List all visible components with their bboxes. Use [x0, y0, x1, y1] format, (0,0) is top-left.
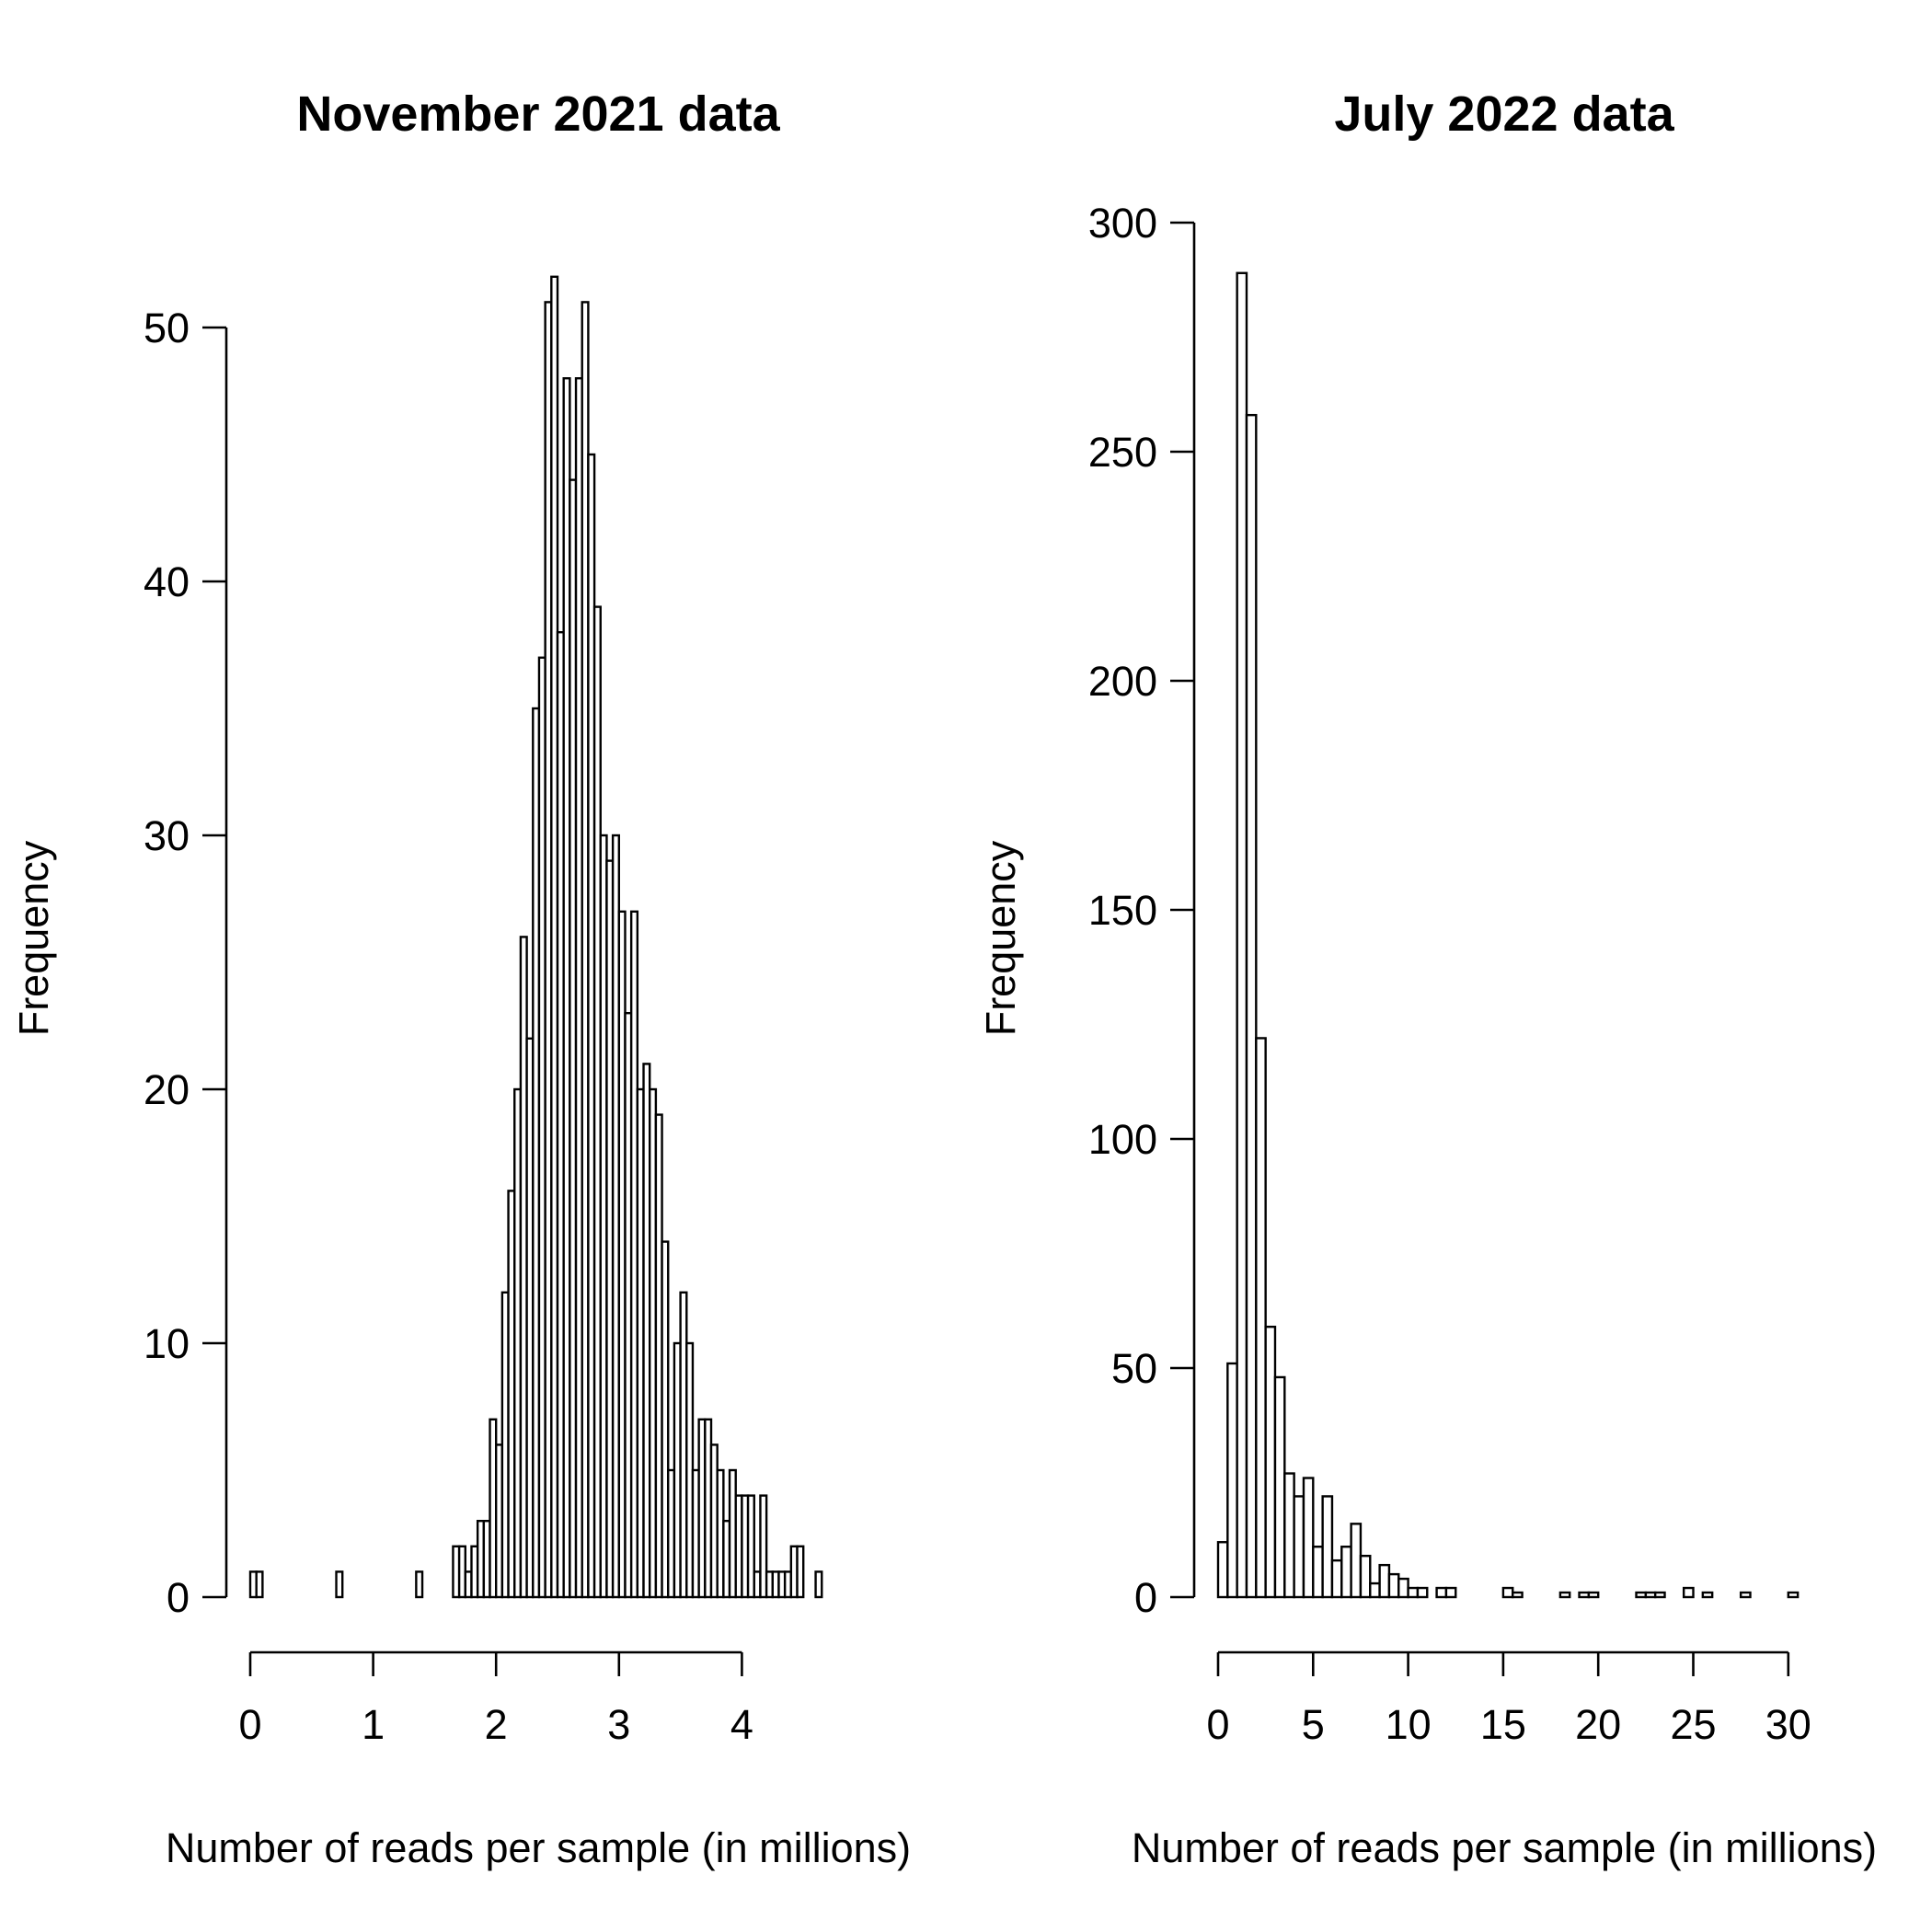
y-tick-label: 50	[144, 305, 190, 351]
histogram-bar	[255, 1570, 264, 1599]
histogram-bar	[1321, 1495, 1334, 1599]
bars	[1216, 271, 1800, 1599]
histogram-bar	[1378, 1563, 1391, 1599]
y-tick-label: 40	[144, 558, 190, 605]
histogram-bar	[1359, 1554, 1372, 1599]
x-tick-label: 10	[1386, 1701, 1432, 1748]
histogram-bar	[1397, 1577, 1409, 1599]
y-tick-label: 10	[144, 1320, 190, 1367]
histogram-november-2021: November 2021 data Frequency Number of r…	[10, 86, 911, 1871]
histogram-bar	[1416, 1586, 1429, 1599]
histogram-bar	[1501, 1586, 1514, 1599]
y-tick-label: 200	[1088, 658, 1157, 705]
histogram-bar	[1293, 1495, 1305, 1599]
histogram-bar	[1635, 1591, 1648, 1599]
histogram-bar	[1255, 1037, 1267, 1599]
x-axis: 0 1 2 3 4	[238, 1650, 753, 1748]
x-tick-label: 25	[1670, 1701, 1716, 1748]
y-tick-label: 100	[1088, 1116, 1157, 1163]
histogram-bar	[335, 1570, 344, 1599]
histogram-bar	[1682, 1586, 1695, 1599]
histogram-bar	[1369, 1581, 1381, 1599]
histogram-bar	[1512, 1591, 1524, 1599]
x-tick-label: 15	[1480, 1701, 1526, 1748]
histogram-bar	[1435, 1586, 1448, 1599]
y-tick-label: 20	[144, 1066, 190, 1113]
histogram-bar	[1644, 1591, 1657, 1599]
histogram-bar	[1739, 1591, 1752, 1599]
histogram-bar	[1236, 271, 1248, 1599]
x-tick-label: 3	[607, 1701, 630, 1748]
chart-title: July 2022 data	[1334, 86, 1674, 142]
histogram-bar	[1245, 413, 1258, 1599]
y-axis: 0 10 20 30 40 50	[144, 305, 228, 1621]
y-tick-label: 50	[1111, 1345, 1157, 1392]
x-tick-label: 20	[1575, 1701, 1621, 1748]
histogram-bar	[759, 1494, 768, 1599]
histogram-bar	[1578, 1591, 1591, 1599]
histogram-bar	[1407, 1586, 1420, 1599]
histogram-bar	[1283, 1472, 1295, 1599]
y-tick-label: 150	[1088, 887, 1157, 934]
x-axis-label: Number of reads per sample (in millions)	[1132, 1824, 1877, 1871]
histogram-bar	[661, 1240, 670, 1599]
histogram-bar	[1226, 1362, 1238, 1599]
histogram-bar	[1302, 1477, 1315, 1599]
x-tick-label: 4	[730, 1701, 753, 1748]
histogram-bar	[1587, 1591, 1600, 1599]
histogram-bar	[1340, 1546, 1352, 1599]
x-tick-label: 30	[1765, 1701, 1811, 1748]
x-axis-label: Number of reads per sample (in millions)	[166, 1824, 911, 1871]
y-axis: 0 50 100 150 200 250 300	[1088, 200, 1196, 1621]
chart-title: November 2021 data	[296, 86, 780, 142]
y-tick-label: 250	[1088, 429, 1157, 476]
bars	[248, 275, 823, 1599]
histogram-bar	[1558, 1591, 1571, 1599]
histogram-bar	[814, 1570, 823, 1599]
histogram-bar	[1444, 1586, 1457, 1599]
histogram-bar	[1330, 1558, 1343, 1599]
y-tick-label: 30	[144, 812, 190, 859]
x-tick-label: 0	[238, 1701, 261, 1748]
y-tick-label: 300	[1088, 200, 1157, 247]
y-tick-label: 0	[1134, 1574, 1157, 1621]
histogram-bar	[1216, 1541, 1229, 1599]
histogram-july-2022: July 2022 data Frequency Number of reads…	[977, 86, 1877, 1871]
histogram-bar	[1387, 1572, 1400, 1599]
y-tick-label: 0	[167, 1574, 190, 1621]
y-axis-label: Frequency	[977, 840, 1024, 1036]
x-tick-label: 0	[1206, 1701, 1229, 1748]
x-axis: 0 5 10 15 20 25 30	[1206, 1650, 1811, 1748]
histogram-bar	[1273, 1375, 1286, 1599]
histogram-bar	[1264, 1325, 1277, 1599]
histogram-bar	[1350, 1523, 1363, 1599]
histogram-bar	[746, 1494, 755, 1599]
x-tick-label: 2	[485, 1701, 508, 1748]
y-axis-label: Frequency	[10, 840, 57, 1036]
x-tick-label: 5	[1302, 1701, 1325, 1748]
histogram-bar	[1787, 1591, 1800, 1599]
x-tick-label: 1	[362, 1701, 385, 1748]
histogram-bar	[1653, 1591, 1666, 1599]
histogram-bar	[796, 1545, 805, 1599]
histogram-bar	[1312, 1546, 1324, 1599]
histogram-bar	[415, 1570, 424, 1599]
histogram-bar	[1701, 1591, 1714, 1599]
